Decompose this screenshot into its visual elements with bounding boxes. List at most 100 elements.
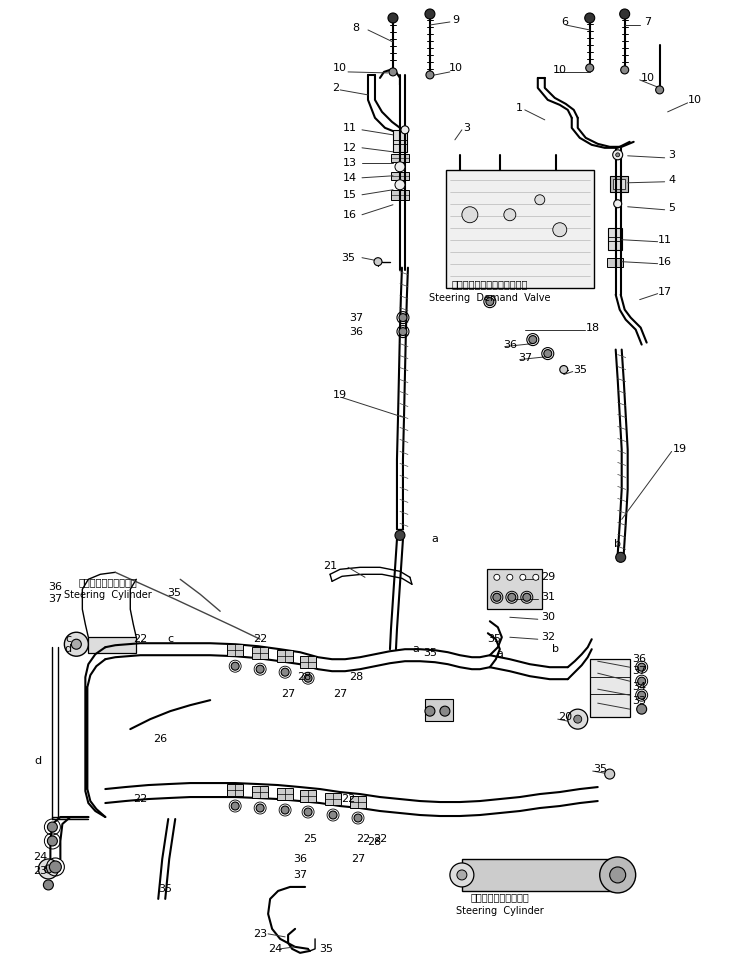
Circle shape: [560, 366, 568, 373]
Text: 13: 13: [343, 158, 357, 168]
Text: 35: 35: [159, 884, 172, 894]
Bar: [227, 645, 243, 656]
Circle shape: [425, 9, 435, 19]
Text: a: a: [413, 645, 419, 654]
Text: 10: 10: [641, 73, 655, 83]
Circle shape: [65, 632, 88, 656]
Bar: [607, 258, 622, 266]
Circle shape: [528, 335, 537, 344]
Bar: [446, 170, 594, 287]
Circle shape: [586, 64, 594, 72]
Text: 17: 17: [658, 286, 672, 297]
Bar: [252, 786, 268, 798]
Text: ステアリングシリンダ: ステアリングシリンダ: [470, 892, 529, 902]
Text: 21: 21: [323, 562, 337, 571]
Text: 27: 27: [333, 690, 347, 699]
Text: 5: 5: [668, 202, 675, 213]
Text: 36: 36: [349, 327, 363, 336]
Circle shape: [494, 574, 500, 581]
Text: 10: 10: [553, 65, 567, 74]
Circle shape: [281, 806, 289, 814]
Text: 11: 11: [658, 235, 672, 244]
Text: c: c: [65, 634, 71, 645]
Text: 27: 27: [281, 690, 295, 699]
Text: 1: 1: [516, 103, 523, 113]
Circle shape: [43, 880, 54, 890]
Circle shape: [568, 710, 588, 729]
Text: 6: 6: [562, 17, 568, 27]
Circle shape: [231, 802, 239, 810]
Text: a: a: [432, 535, 438, 544]
Text: Steering  Cylinder: Steering Cylinder: [456, 906, 544, 916]
Text: 37: 37: [633, 667, 647, 676]
Text: 22: 22: [253, 634, 267, 645]
Circle shape: [638, 691, 646, 699]
Text: a: a: [496, 649, 504, 659]
Circle shape: [655, 86, 664, 94]
Text: 22: 22: [133, 634, 148, 645]
Text: c: c: [167, 634, 173, 645]
Text: b: b: [614, 540, 621, 549]
Text: 30: 30: [541, 612, 555, 623]
Text: 23: 23: [33, 866, 48, 876]
Circle shape: [401, 126, 409, 134]
Circle shape: [48, 836, 57, 846]
Circle shape: [616, 153, 619, 157]
Circle shape: [256, 804, 264, 812]
Text: 14: 14: [343, 173, 357, 182]
Circle shape: [354, 814, 362, 822]
Text: 3: 3: [668, 150, 675, 159]
Bar: [252, 647, 268, 659]
Circle shape: [638, 663, 646, 671]
Circle shape: [504, 209, 516, 221]
Bar: [391, 154, 409, 161]
Bar: [610, 176, 628, 192]
Text: 35: 35: [423, 648, 437, 658]
Text: 25: 25: [303, 834, 317, 844]
Text: 22: 22: [133, 794, 148, 804]
Circle shape: [374, 258, 382, 265]
Circle shape: [614, 200, 622, 208]
Text: 20: 20: [558, 712, 572, 722]
Text: 35: 35: [573, 365, 586, 374]
Text: 35: 35: [167, 588, 181, 598]
Text: 23: 23: [253, 929, 267, 939]
Text: 18: 18: [586, 323, 600, 332]
Circle shape: [425, 706, 435, 716]
Circle shape: [48, 822, 57, 832]
Circle shape: [520, 574, 526, 581]
Circle shape: [231, 662, 239, 670]
Bar: [300, 790, 316, 802]
Circle shape: [544, 350, 552, 357]
Text: 16: 16: [343, 210, 357, 220]
Bar: [391, 172, 409, 180]
Circle shape: [600, 857, 636, 893]
Circle shape: [395, 180, 405, 190]
Text: 10: 10: [449, 63, 463, 73]
Bar: [589, 659, 630, 717]
Text: 28: 28: [297, 672, 311, 682]
Bar: [391, 190, 409, 200]
Text: d: d: [34, 756, 42, 766]
Text: 15: 15: [343, 190, 357, 200]
Bar: [277, 650, 293, 662]
Text: 32: 32: [541, 632, 555, 642]
Circle shape: [304, 674, 312, 682]
Bar: [608, 227, 622, 249]
Text: 35: 35: [593, 764, 607, 775]
Text: 10: 10: [333, 63, 347, 73]
Text: 33: 33: [633, 696, 647, 706]
Text: 36: 36: [633, 654, 647, 665]
Circle shape: [533, 574, 539, 581]
Text: 37: 37: [349, 312, 363, 323]
Text: 35: 35: [341, 253, 355, 263]
Text: 34: 34: [633, 682, 647, 692]
Circle shape: [619, 9, 630, 19]
Bar: [393, 130, 407, 152]
Circle shape: [38, 859, 59, 879]
Circle shape: [574, 715, 582, 723]
Circle shape: [613, 150, 622, 159]
Circle shape: [49, 861, 62, 873]
Text: 27: 27: [351, 854, 365, 864]
Bar: [88, 637, 137, 653]
